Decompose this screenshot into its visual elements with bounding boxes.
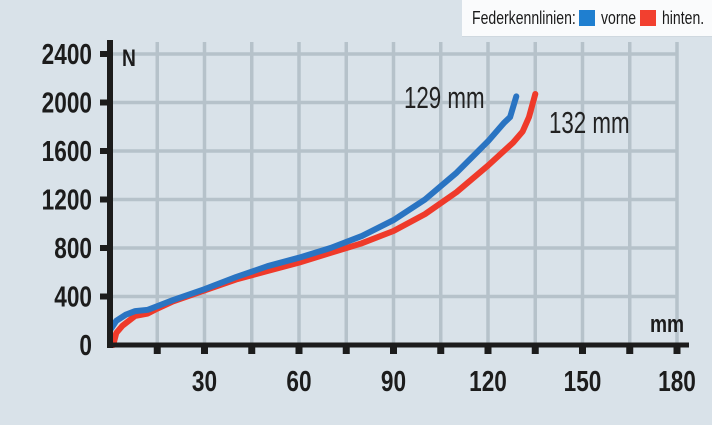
x-tick — [248, 345, 256, 354]
y-tick-label: 1200 — [42, 183, 92, 216]
y-tick-label: 0 — [79, 328, 92, 361]
y-tick-label: 2400 — [42, 37, 92, 70]
x-tick-label: 150 — [564, 364, 602, 397]
x-tick-label: 60 — [286, 364, 311, 397]
x-unit-label: mm — [650, 310, 684, 338]
x-tick-label: 90 — [381, 364, 406, 397]
y-tick-label: 2000 — [42, 86, 92, 119]
x-tick — [295, 345, 303, 354]
x-tick — [673, 345, 681, 354]
tick-labels: 2400 2000 1600 1200 800 400 0 30 60 90 120 150 180 — [42, 37, 696, 397]
y-tick-label: 1600 — [42, 134, 92, 167]
rear-travel-annotation: 132 mm — [549, 105, 630, 139]
y-tick-label: 800 — [54, 231, 92, 264]
legend-label-rear: hinten. — [661, 7, 705, 28]
rear-spring-curve — [110, 91, 539, 348]
legend-label-front: vorne — [600, 7, 637, 28]
x-tick — [626, 345, 634, 354]
x-tick — [484, 345, 492, 354]
x-tick-label: 180 — [658, 364, 696, 397]
y-tick-label: 400 — [54, 280, 92, 313]
x-tick-label: 120 — [469, 364, 507, 397]
x-tick — [201, 345, 208, 354]
x-tick — [579, 345, 586, 354]
x-tick-label: 30 — [192, 364, 217, 397]
legend-title: Federkennlinien: — [471, 7, 576, 28]
front-spring-curve — [107, 93, 520, 334]
front-travel-annotation: 129 mm — [404, 80, 485, 114]
x-tick — [437, 345, 445, 354]
y-tick — [100, 99, 110, 106]
x-tick — [531, 345, 539, 354]
y-tick — [100, 51, 110, 57]
x-tick — [390, 345, 397, 354]
grid — [110, 42, 679, 345]
legend-swatch-rear-icon — [639, 10, 656, 26]
axes — [100, 40, 689, 354]
x-tick — [153, 345, 161, 354]
y-unit-label: N — [122, 44, 136, 72]
x-tick — [342, 345, 350, 354]
y-tick — [100, 196, 110, 203]
legend: Federkennlinien: vorne hinten. — [461, 0, 712, 37]
y-tick — [100, 293, 110, 300]
y-tick — [100, 245, 110, 251]
legend-swatch-front-icon — [578, 10, 595, 26]
curves — [107, 91, 539, 348]
y-tick — [100, 148, 110, 154]
